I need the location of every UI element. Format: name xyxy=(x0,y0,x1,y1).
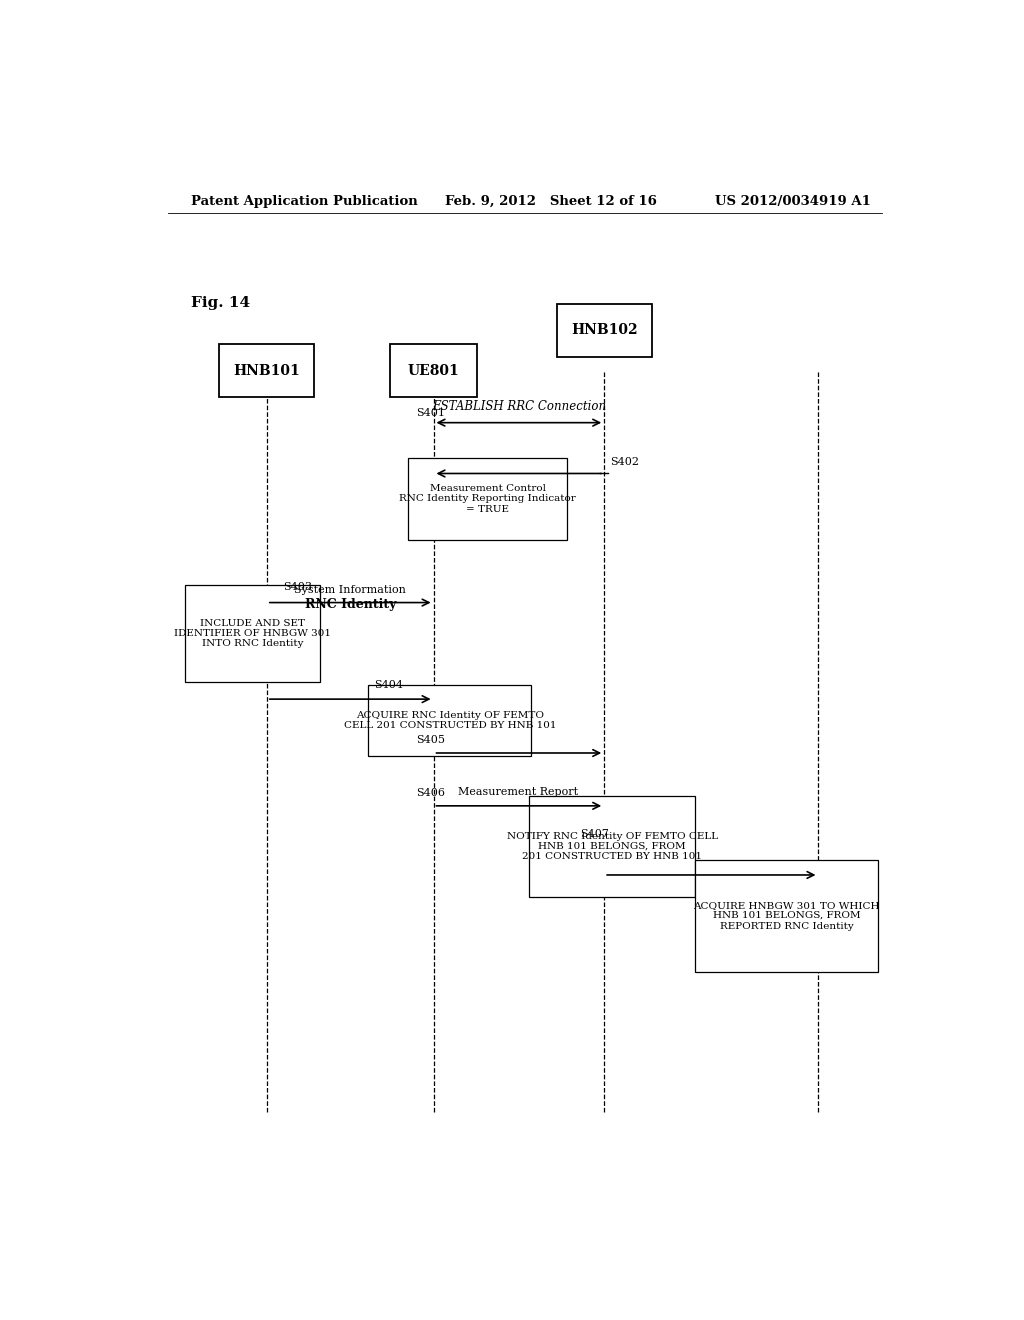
FancyBboxPatch shape xyxy=(185,585,321,682)
Text: Measurement Control
RNC Identity Reporting Indicator
= TRUE: Measurement Control RNC Identity Reporti… xyxy=(399,484,575,513)
Text: ACQUIRE RNC Identity OF FEMTO
CELL 201 CONSTRUCTED BY HNB 101: ACQUIRE RNC Identity OF FEMTO CELL 201 C… xyxy=(344,710,556,730)
Text: ESTABLISH RRC Connection: ESTABLISH RRC Connection xyxy=(432,400,606,412)
Text: S406: S406 xyxy=(416,788,445,797)
Text: UE801: UE801 xyxy=(408,364,460,378)
Text: Measurement Report: Measurement Report xyxy=(459,787,579,797)
FancyBboxPatch shape xyxy=(369,685,531,756)
Text: ACQUIRE HNBGW 301 TO WHICH
HNB 101 BELONGS, FROM
REPORTED RNC Identity: ACQUIRE HNBGW 301 TO WHICH HNB 101 BELON… xyxy=(693,900,880,931)
Text: Feb. 9, 2012   Sheet 12 of 16: Feb. 9, 2012 Sheet 12 of 16 xyxy=(445,194,657,207)
Text: Patent Application Publication: Patent Application Publication xyxy=(191,194,418,207)
FancyBboxPatch shape xyxy=(556,304,651,356)
FancyBboxPatch shape xyxy=(695,859,878,972)
Text: S403: S403 xyxy=(284,582,312,593)
Text: System Information: System Information xyxy=(294,586,407,595)
Text: NOTIFY RNC Identity OF FEMTO CELL
HNB 101 BELONGS, FROM
201 CONSTRUCTED BY HNB 1: NOTIFY RNC Identity OF FEMTO CELL HNB 10… xyxy=(507,832,718,862)
Text: Fig. 14: Fig. 14 xyxy=(191,296,251,310)
Text: INCLUDE AND SET
IDENTIFIER OF HNBGW 301
INTO RNC Identity: INCLUDE AND SET IDENTIFIER OF HNBGW 301 … xyxy=(174,619,331,648)
FancyBboxPatch shape xyxy=(219,345,314,397)
Text: S405: S405 xyxy=(416,735,445,744)
Text: S404: S404 xyxy=(374,680,403,690)
Text: HNB102: HNB102 xyxy=(570,323,638,337)
FancyBboxPatch shape xyxy=(409,458,567,540)
FancyBboxPatch shape xyxy=(528,796,695,898)
Text: S402: S402 xyxy=(610,458,640,467)
Text: S401: S401 xyxy=(416,408,445,417)
Text: HNB101: HNB101 xyxy=(233,364,300,378)
Text: RNC Identity: RNC Identity xyxy=(304,598,396,611)
FancyBboxPatch shape xyxy=(390,345,477,397)
Text: US 2012/0034919 A1: US 2012/0034919 A1 xyxy=(715,194,871,207)
Text: S407: S407 xyxy=(581,829,609,840)
